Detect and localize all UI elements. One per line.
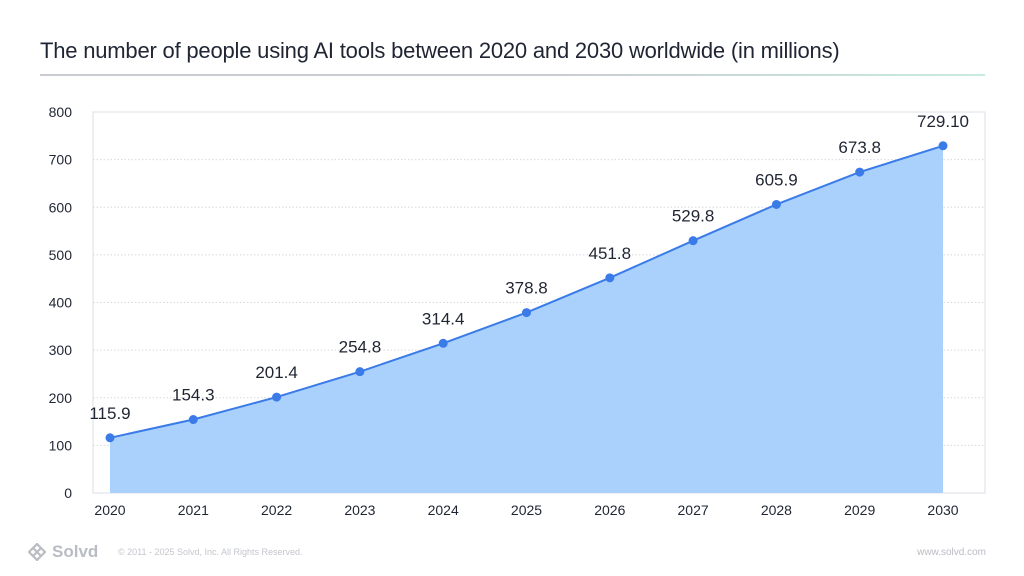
data-point bbox=[855, 167, 865, 177]
x-tick-label: 2026 bbox=[594, 502, 625, 518]
data-label: 529.8 bbox=[672, 207, 715, 226]
y-tick-label: 400 bbox=[49, 295, 73, 311]
y-tick-label: 500 bbox=[49, 247, 73, 263]
data-label: 451.8 bbox=[589, 244, 632, 263]
data-point bbox=[272, 392, 282, 402]
x-tick-label: 2024 bbox=[428, 502, 459, 518]
data-label: 314.4 bbox=[422, 309, 465, 328]
x-tick-label: 2022 bbox=[261, 502, 292, 518]
x-tick-label: 2025 bbox=[511, 502, 542, 518]
y-tick-label: 0 bbox=[64, 485, 72, 501]
x-tick-label: 2029 bbox=[844, 502, 875, 518]
x-tick-label: 2030 bbox=[927, 502, 958, 518]
data-point bbox=[771, 199, 781, 209]
y-tick-label: 800 bbox=[49, 104, 73, 120]
data-point bbox=[355, 367, 365, 377]
y-tick-label: 600 bbox=[49, 199, 73, 215]
x-tick-label: 2023 bbox=[344, 502, 375, 518]
data-label: 254.8 bbox=[339, 338, 382, 357]
x-tick-label: 2020 bbox=[94, 502, 125, 518]
chart-title: The number of people using AI tools betw… bbox=[40, 38, 840, 63]
footer-logo: Solvd bbox=[28, 542, 98, 562]
data-label: 729.10 bbox=[917, 112, 969, 131]
data-point bbox=[105, 433, 115, 443]
footer-brand: Solvd bbox=[52, 542, 99, 561]
data-label: 201.4 bbox=[255, 363, 298, 382]
data-label: 154.3 bbox=[172, 386, 215, 405]
y-tick-label: 200 bbox=[49, 390, 73, 406]
data-point bbox=[522, 308, 531, 318]
y-tick-label: 700 bbox=[49, 152, 73, 168]
data-point bbox=[688, 236, 698, 246]
x-tick-label: 2027 bbox=[678, 502, 709, 518]
y-tick-label: 300 bbox=[49, 342, 73, 358]
data-label: 378.8 bbox=[505, 279, 548, 298]
solvd-logo-icon bbox=[28, 543, 46, 561]
data-label: 115.9 bbox=[89, 404, 130, 423]
data-point bbox=[605, 273, 615, 283]
data-point bbox=[188, 415, 198, 425]
footer-copyright: © 2011 - 2025 Solvd, Inc. All Rights Res… bbox=[118, 547, 303, 557]
data-label: 673.8 bbox=[838, 138, 881, 157]
x-tick-label: 2028 bbox=[761, 502, 792, 518]
data-point bbox=[438, 338, 448, 348]
area-fill bbox=[110, 145, 943, 494]
y-tick-label: 100 bbox=[49, 437, 73, 453]
data-point bbox=[938, 141, 948, 151]
x-tick-label: 2021 bbox=[178, 502, 209, 518]
footer-url[interactable]: www.solvd.com bbox=[917, 547, 986, 558]
data-label: 605.9 bbox=[755, 170, 798, 189]
title-divider bbox=[40, 74, 985, 76]
